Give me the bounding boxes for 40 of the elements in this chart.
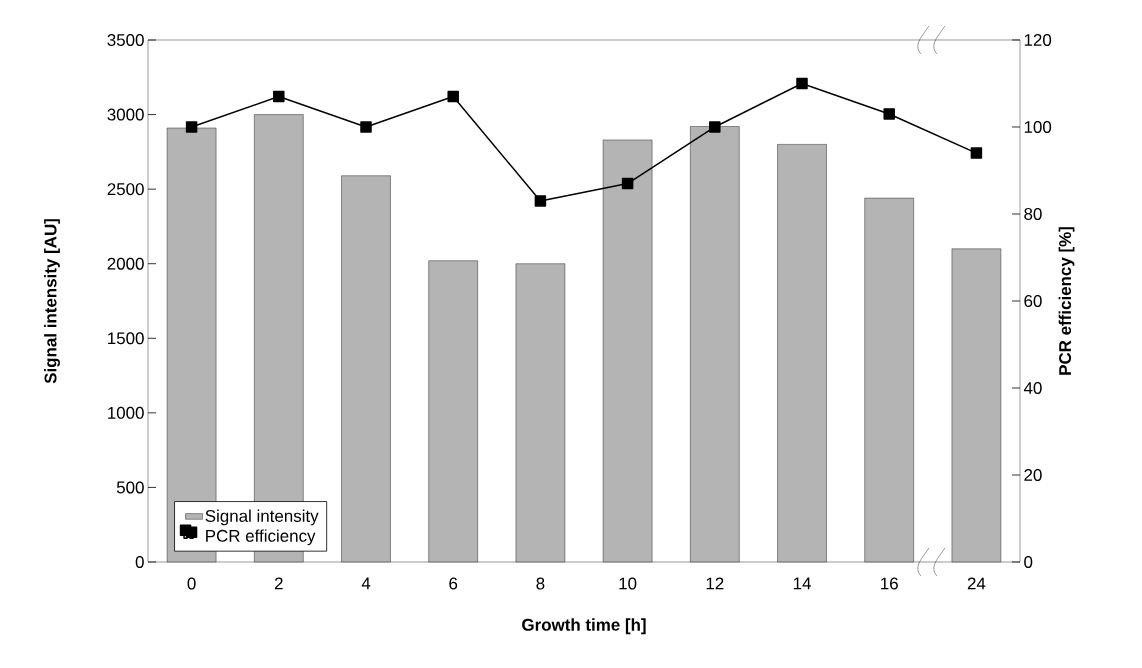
y-tick-label: 3000 — [107, 108, 144, 121]
point — [185, 121, 198, 133]
legend-label: Signal intensity — [205, 509, 319, 526]
y-tick-label: 2500 — [107, 183, 144, 196]
y2-tick-label: 100 — [1024, 121, 1052, 133]
y2-axis-title: PCR efficiency [%] — [1058, 227, 1075, 375]
y2-tick-label: 0 — [1024, 556, 1033, 568]
y2-tick-label: 40 — [1023, 382, 1042, 394]
y-tick-label: 1000 — [108, 406, 144, 419]
x-axis-title: Growth time [h] — [522, 618, 646, 635]
x-tick-label: 16 — [881, 577, 898, 590]
point — [360, 121, 372, 133]
point — [883, 108, 895, 120]
y2-tick-label: 60 — [1024, 295, 1042, 307]
point — [447, 90, 459, 103]
y-tick-label: 3500 — [107, 34, 144, 46]
y-axis-title: Signal intensity [AU] — [44, 219, 60, 384]
x-tick-label: 24 — [967, 577, 986, 590]
y2-tick-label: 80 — [1024, 208, 1042, 220]
x-tick-label: 6 — [449, 577, 458, 590]
y-tick-label: 1500 — [108, 332, 144, 345]
x-tick-label: 0 — [187, 577, 196, 590]
x-tick-label: 8 — [536, 577, 545, 590]
point — [621, 177, 634, 190]
y2-tick-label: 20 — [1024, 469, 1042, 481]
x-tick-label: 2 — [274, 577, 283, 590]
y-tick-label: 0 — [135, 556, 144, 568]
x-tick-label: 10 — [619, 577, 637, 590]
point — [970, 147, 983, 159]
y-tick-label: 500 — [116, 481, 144, 494]
x-tick-label: 12 — [706, 577, 724, 590]
point — [796, 77, 808, 90]
point — [534, 195, 547, 207]
y-tick-label: 2000 — [107, 257, 144, 270]
point — [709, 121, 721, 133]
legend-label: PCR efficiency — [206, 529, 316, 546]
x-tick-label: 4 — [361, 577, 371, 590]
point — [273, 90, 285, 103]
x-tick-label: 14 — [793, 577, 811, 590]
y2-tick-label: 120 — [1024, 34, 1052, 46]
